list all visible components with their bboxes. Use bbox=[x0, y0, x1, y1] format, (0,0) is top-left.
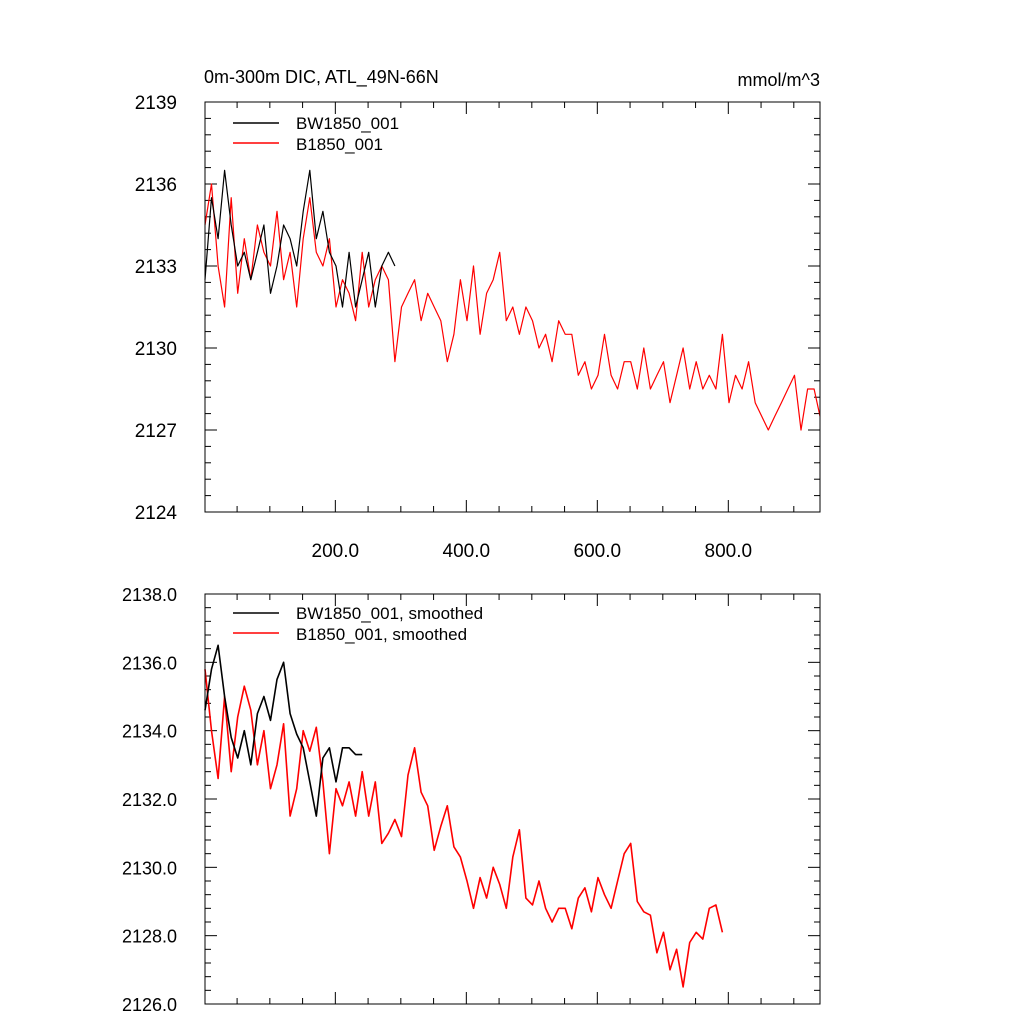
y-tick-label: 2127 bbox=[135, 421, 177, 442]
y-tick-label: 2126.0 bbox=[122, 995, 177, 1015]
top-panel-frame bbox=[204, 101, 821, 513]
y-tick-label: 2138.0 bbox=[122, 585, 177, 605]
top-panel-plot-area bbox=[204, 169, 821, 431]
series-line-b1850-001 bbox=[204, 183, 821, 431]
top-panel-legend: BW1850_001 B1850_001 bbox=[233, 114, 399, 154]
legend-label-b1850: B1850_001 bbox=[296, 135, 383, 154]
bottom-panel-legend: BW1850_001, smoothed B1850_001, smoothed bbox=[233, 604, 483, 644]
bottom-panel: 2126.0 2128.0 2130.0 2132.0 2134.0 2136.0 2138… bbox=[122, 585, 821, 1015]
legend-label-bw1850: BW1850_001 bbox=[296, 114, 399, 133]
y-tick-label: 2139 bbox=[135, 93, 177, 114]
y-tick-label: 2128.0 bbox=[122, 927, 177, 947]
y-tick-label: 2134.0 bbox=[122, 722, 177, 742]
legend-label-bw1850-smoothed: BW1850_001, smoothed bbox=[296, 604, 483, 623]
y-tick-label: 2132.0 bbox=[122, 790, 177, 810]
top-panel-title: 0m-300m DIC, ATL_49N-66N bbox=[204, 67, 439, 88]
bottom-panel-ticks: 2126.0 2128.0 2130.0 2132.0 2134.0 2136.0 2138… bbox=[122, 585, 820, 1015]
y-tick-label: 2130 bbox=[135, 339, 177, 360]
y-tick-label: 2130.0 bbox=[122, 858, 177, 878]
y-tick-label: 2136.0 bbox=[122, 653, 177, 673]
bottom-panel-frame bbox=[204, 593, 821, 1005]
top-panel-ticks: 2124 2127 2130 2133 2136 2139 200.0 400.0 600.0 8… bbox=[135, 93, 820, 562]
x-tick-label: 800.0 bbox=[705, 541, 753, 562]
series-line-bw1850-001 bbox=[204, 169, 396, 308]
x-tick-label: 200.0 bbox=[312, 541, 360, 562]
y-tick-label: 2133 bbox=[135, 257, 177, 278]
series-line-b1850-001-smoothed bbox=[204, 669, 724, 988]
y-tick-label: 2136 bbox=[135, 175, 177, 196]
series-line-bw1850-001-smoothed bbox=[204, 644, 363, 817]
top-panel: 0m-300m DIC, ATL_49N-66N mmol/m^3 212421… bbox=[135, 67, 821, 562]
legend-label-b1850-smoothed: B1850_001, smoothed bbox=[296, 625, 467, 644]
x-tick-label: 400.0 bbox=[443, 541, 491, 562]
top-panel-units: mmol/m^3 bbox=[738, 70, 820, 90]
x-tick-label: 600.0 bbox=[574, 541, 622, 562]
y-tick-label: 2124 bbox=[135, 503, 178, 524]
bottom-panel-plot-area bbox=[204, 644, 724, 988]
